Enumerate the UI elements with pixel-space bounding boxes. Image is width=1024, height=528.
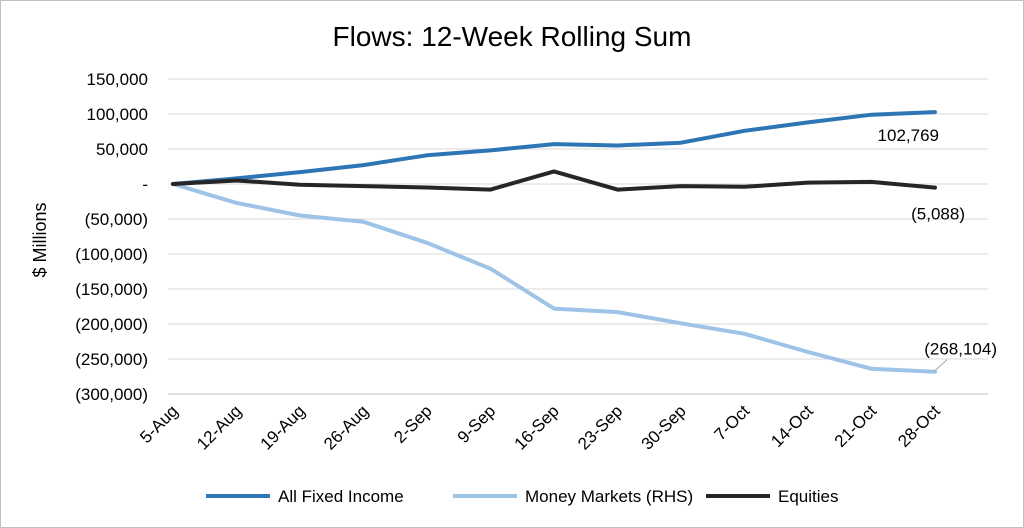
y-tick-label: (200,000) bbox=[75, 315, 148, 334]
y-axis-label: $ Millions bbox=[30, 202, 50, 277]
series-line bbox=[171, 169, 937, 192]
y-tick-label: 50,000 bbox=[96, 140, 148, 159]
chart-title: Flows: 12-Week Rolling Sum bbox=[333, 21, 692, 52]
data-labels: 102,769 (5,088) (268,104) bbox=[878, 126, 997, 372]
data-label: (5,088) bbox=[911, 205, 965, 224]
y-tick-label: (100,000) bbox=[75, 245, 148, 264]
series-lines bbox=[171, 110, 937, 374]
y-tick-label: 150,000 bbox=[87, 70, 148, 89]
y-tick-label: 100,000 bbox=[87, 105, 148, 124]
data-label-leader bbox=[934, 359, 948, 372]
x-tick-label: 7-Oct bbox=[711, 401, 754, 444]
y-tick-label: (50,000) bbox=[85, 210, 148, 229]
y-tick-label: (250,000) bbox=[75, 350, 148, 369]
x-tick-label: 12-Aug bbox=[193, 401, 245, 453]
x-tick-label: 30-Sep bbox=[638, 401, 690, 453]
x-tick-label: 26-Aug bbox=[320, 401, 372, 453]
gridlines bbox=[168, 78, 988, 395]
x-tick-label: 5-Aug bbox=[136, 401, 182, 447]
y-axis-ticks: 150,000 100,000 50,000 - (50,000) (100,000) (1… bbox=[75, 70, 148, 404]
y-tick-label: (150,000) bbox=[75, 280, 148, 299]
legend-label: All Fixed Income bbox=[278, 487, 404, 506]
legend-label: Equities bbox=[778, 487, 838, 506]
x-tick-label: 16-Sep bbox=[511, 401, 563, 453]
x-tick-label: 9-Sep bbox=[454, 401, 500, 447]
legend-label: Money Markets (RHS) bbox=[525, 487, 693, 506]
series-line bbox=[171, 110, 937, 186]
data-label: (268,104) bbox=[924, 340, 997, 359]
data-label: 102,769 bbox=[878, 126, 939, 145]
x-axis-ticks: 5-Aug 12-Aug 19-Aug 26-Aug 2-Sep 9-Sep 16-Sep 2… bbox=[136, 401, 944, 453]
legend: All Fixed Income Money Markets (RHS) Equit… bbox=[206, 487, 838, 506]
series-line bbox=[171, 182, 937, 374]
x-tick-label: 23-Sep bbox=[574, 401, 626, 453]
x-tick-label: 14-Oct bbox=[767, 401, 817, 451]
y-tick-label: - bbox=[142, 175, 148, 194]
x-tick-label: 19-Aug bbox=[257, 401, 309, 453]
y-tick-label: (300,000) bbox=[75, 385, 148, 404]
x-tick-label: 28-Oct bbox=[894, 401, 944, 451]
x-tick-label: 2-Sep bbox=[390, 401, 436, 447]
x-tick-label: 21-Oct bbox=[831, 401, 881, 451]
